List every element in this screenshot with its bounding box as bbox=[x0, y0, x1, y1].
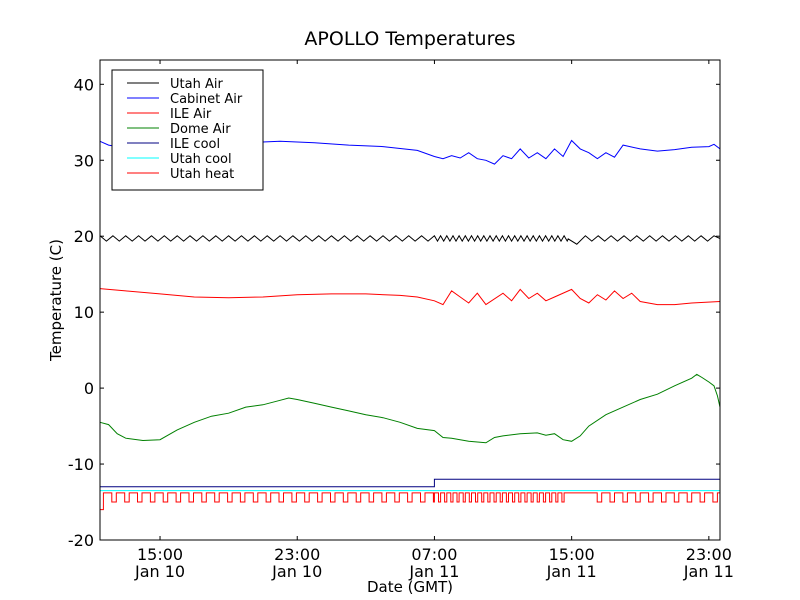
x-tick-label-time: 07:00 bbox=[411, 545, 457, 564]
y-tick-label: -20 bbox=[68, 531, 94, 550]
x-tick-label-time: 23:00 bbox=[686, 545, 732, 564]
x-tick-label-date: Jan 11 bbox=[546, 562, 597, 581]
plot-frame bbox=[99, 59, 721, 541]
x-tick-label-time: 15:00 bbox=[549, 545, 595, 564]
y-tick-label: 20 bbox=[74, 227, 94, 246]
x-tick-label-date: Jan 10 bbox=[271, 562, 322, 581]
series-line-dome-air bbox=[99, 373, 721, 444]
x-tick-label-date: Jan 10 bbox=[134, 562, 185, 581]
x-tick-label-time: 23:00 bbox=[274, 545, 320, 564]
y-tick-label: 40 bbox=[74, 75, 94, 94]
y-tick-label: -10 bbox=[68, 455, 94, 474]
legend-label: Utah heat bbox=[170, 167, 234, 182]
x-axis-label: Date (GMT) bbox=[367, 578, 453, 596]
y-tick-label: 30 bbox=[74, 151, 94, 170]
series-line-ile-air bbox=[99, 288, 721, 306]
legend-label: Utah cool bbox=[170, 152, 232, 167]
y-tick-label: 10 bbox=[74, 303, 94, 322]
legend-label: ILE cool bbox=[170, 137, 220, 152]
series-line-utah-air bbox=[99, 234, 721, 245]
series-group bbox=[99, 139, 721, 511]
series-line-utah-heat bbox=[100, 492, 720, 511]
series-line-cabinet-air bbox=[99, 139, 721, 165]
x-tick-label-time: 15:00 bbox=[137, 545, 183, 564]
legend-box bbox=[111, 69, 264, 191]
chart-title: APOLLO Temperatures bbox=[304, 28, 515, 50]
y-tick-label: 0 bbox=[84, 379, 94, 398]
series-line-ile-cool bbox=[100, 478, 720, 488]
x-tick-label-date: Jan 11 bbox=[683, 562, 734, 581]
legend-label: Dome Air bbox=[170, 122, 231, 137]
y-axis-label: Temperature (C) bbox=[47, 239, 65, 362]
x-tick-label-date: Jan 11 bbox=[408, 562, 459, 581]
legend-label: ILE Air bbox=[170, 107, 212, 122]
legend-label: Utah Air bbox=[170, 77, 223, 92]
legend-label: Cabinet Air bbox=[170, 92, 243, 107]
